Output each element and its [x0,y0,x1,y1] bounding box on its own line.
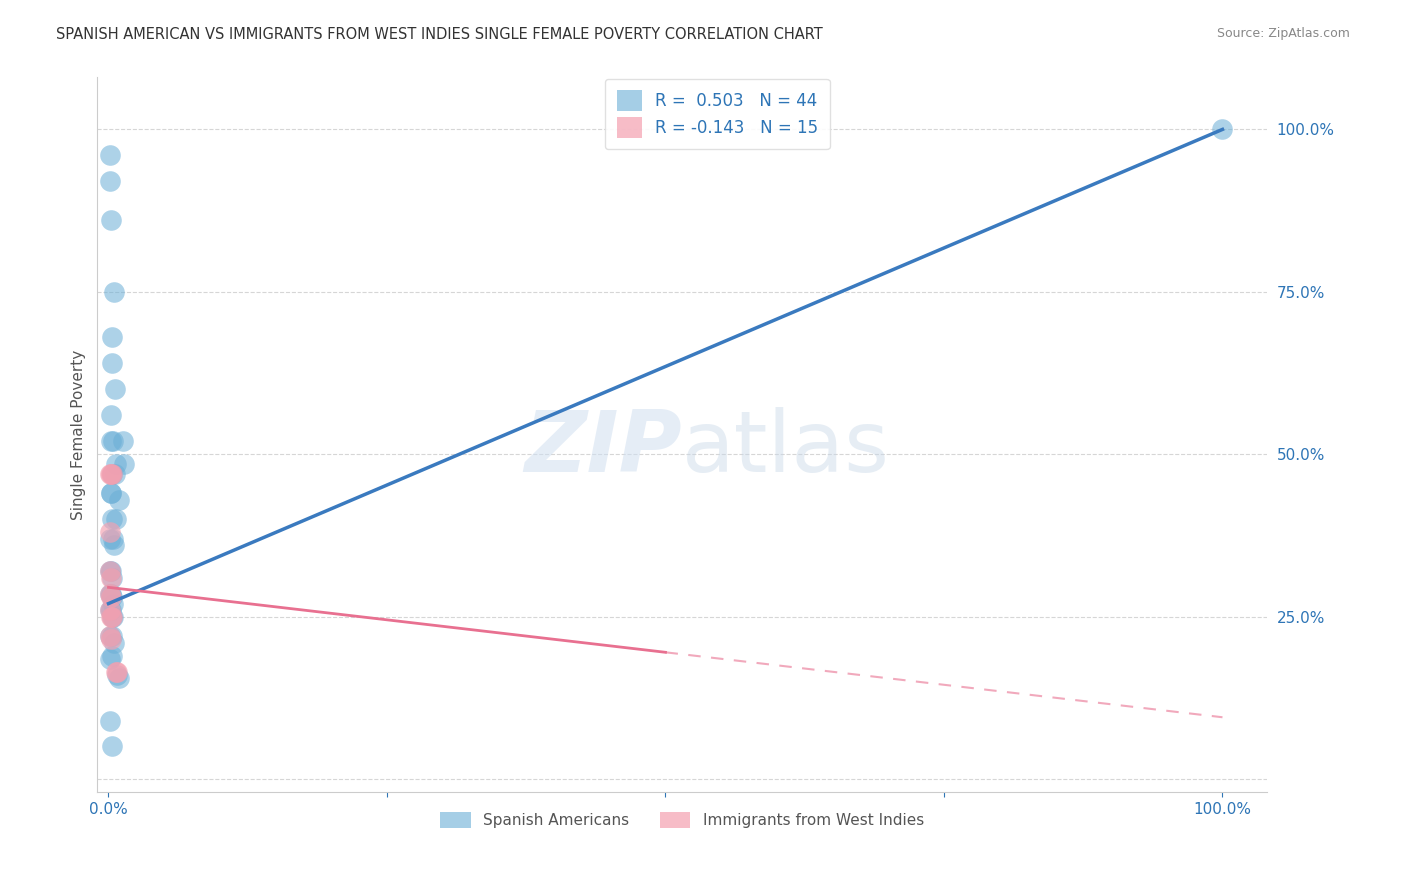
Point [101,512,124,526]
Point [100,408,122,422]
Point [105,512,128,526]
Point [101,597,124,611]
Point [100,590,122,604]
Point [101,532,124,546]
Point [104,382,127,396]
Point [98,629,121,643]
Point [107,671,129,685]
Point [103,538,125,552]
Point [101,629,124,643]
Point [98,587,121,601]
Point [98,587,121,601]
Point [101,571,124,585]
Point [98,148,121,162]
Point [100,632,122,647]
Text: ZIP: ZIP [524,408,682,491]
Point [101,467,124,481]
Point [100,564,122,578]
Point [98,714,121,728]
Point [103,635,125,649]
Point [100,213,122,227]
Legend: Spanish Americans, Immigrants from West Indies: Spanish Americans, Immigrants from West … [434,806,929,834]
Point [107,668,129,682]
Point [98,629,121,643]
Point [98,603,121,617]
Text: atlas: atlas [682,408,890,491]
Point [103,285,125,299]
Text: SPANISH AMERICAN VS IMMIGRANTS FROM WEST INDIES SINGLE FEMALE POVERTY CORRELATIO: SPANISH AMERICAN VS IMMIGRANTS FROM WEST… [56,27,823,42]
Point [100,486,122,500]
Point [100,603,122,617]
Point [100,486,122,500]
Point [107,492,129,507]
Point [101,467,124,481]
Point [111,434,134,449]
Point [100,571,122,585]
Point [101,609,124,624]
Point [105,457,128,471]
Point [100,587,122,601]
Point [98,564,121,578]
Point [107,665,129,679]
Point [98,564,121,578]
Point [101,590,124,604]
Point [98,525,121,540]
Point [100,434,122,449]
Y-axis label: Single Female Poverty: Single Female Poverty [72,350,86,520]
Point [101,609,124,624]
Point [1211,122,1233,136]
Point [112,457,135,471]
Point [100,609,122,624]
Point [101,739,124,754]
Point [104,467,127,481]
Point [98,174,121,188]
Point [101,330,124,344]
Point [98,652,121,666]
Point [101,648,124,663]
Point [101,609,124,624]
Point [98,603,121,617]
Point [98,467,121,481]
Text: Source: ZipAtlas.com: Source: ZipAtlas.com [1216,27,1350,40]
Point [101,434,124,449]
Point [105,665,128,679]
Point [98,532,121,546]
Point [101,356,124,370]
Point [100,467,122,481]
